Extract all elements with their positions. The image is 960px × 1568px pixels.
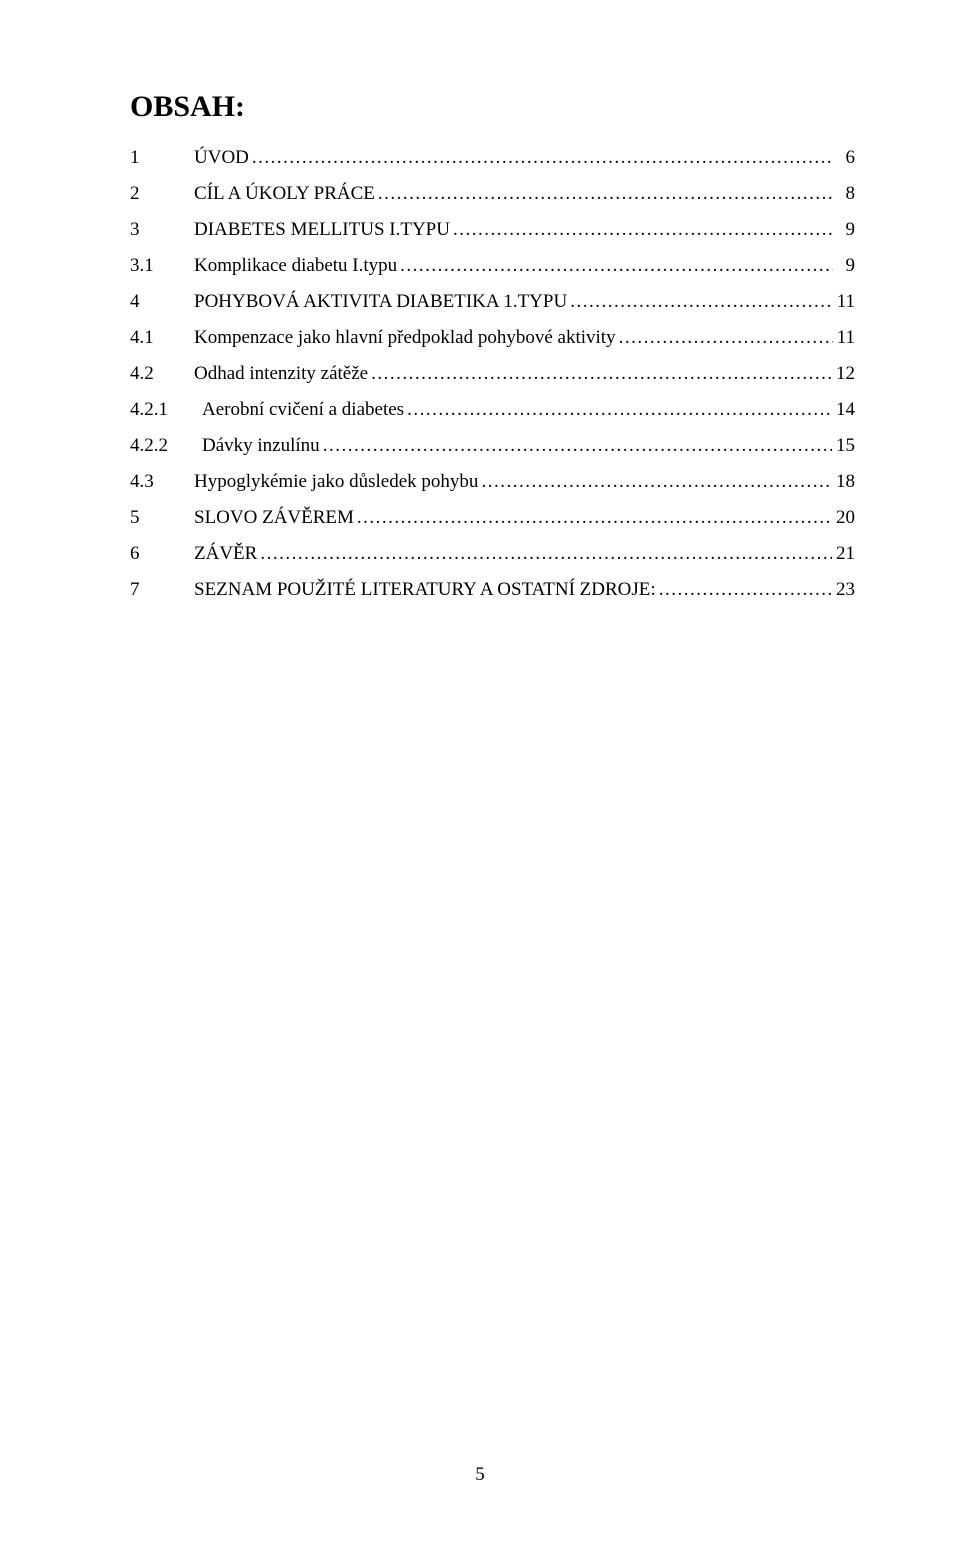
toc-entry-page: 23 <box>832 580 855 599</box>
toc-entry: 4.1Kompenzace jako hlavní předpoklad poh… <box>130 328 855 347</box>
toc-entry-text: SLOVO ZÁVĚREM <box>194 508 354 527</box>
toc-entry-number: 4 <box>130 292 194 311</box>
toc-entry-page: 9 <box>833 256 855 275</box>
toc-leader-dots <box>375 184 833 203</box>
toc-entry-page: 12 <box>832 364 855 383</box>
toc-entry-text: Dávky inzulínu <box>202 436 320 455</box>
toc-entry: 4.2.2Dávky inzulínu 15 <box>130 436 855 455</box>
footer-page-number: 5 <box>0 1464 960 1486</box>
toc-entry: 6ZÁVĚR 21 <box>130 544 855 563</box>
toc-entry-page: 21 <box>832 544 855 563</box>
toc-entry-page: 15 <box>832 436 855 455</box>
toc-leader-dots <box>404 400 832 419</box>
toc-entry-page: 14 <box>832 400 855 419</box>
toc-leader-dots <box>368 364 832 383</box>
toc-leader-dots <box>567 292 833 311</box>
toc-entry: 3.1Komplikace diabetu I.typu 9 <box>130 256 855 275</box>
toc-entry: 7SEZNAM POUŽITÉ LITERATURY A OSTATNÍ ZDR… <box>130 580 855 599</box>
toc-entry: 2CÍL A ÚKOLY PRÁCE 8 <box>130 184 855 203</box>
toc-leader-dots <box>354 508 832 527</box>
toc-leader-dots <box>257 544 832 563</box>
toc-leader-dots <box>478 472 832 491</box>
toc-entry-number: 3.1 <box>130 256 194 275</box>
toc-entry-text: CÍL A ÚKOLY PRÁCE <box>194 184 375 203</box>
toc-entry-number: 4.2.1 <box>130 400 202 419</box>
toc-entry-text: Kompenzace jako hlavní předpoklad pohybo… <box>194 328 616 347</box>
toc-entry-number: 4.2 <box>130 364 194 383</box>
toc-entry-number: 4.1 <box>130 328 194 347</box>
toc-entry-page: 18 <box>832 472 855 491</box>
toc-entry-page: 6 <box>833 148 855 167</box>
toc-entry-page: 8 <box>833 184 855 203</box>
toc-entry-number: 4.2.2 <box>130 436 202 455</box>
toc-leader-dots <box>397 256 833 275</box>
toc-entry-number: 1 <box>130 148 194 167</box>
toc-entry-text: Odhad intenzity zátěže <box>194 364 368 383</box>
toc-leader-dots <box>450 220 833 239</box>
toc-leader-dots <box>656 580 832 599</box>
toc-leader-dots <box>249 148 833 167</box>
toc-entry-text: DIABETES MELLITUS I.TYPU <box>194 220 450 239</box>
toc-entry-number: 7 <box>130 580 194 599</box>
toc-entry: 4.2.1Aerobní cvičení a diabetes 14 <box>130 400 855 419</box>
toc-entry-text: Hypoglykémie jako důsledek pohybu <box>194 472 478 491</box>
toc-entry: 4POHYBOVÁ AKTIVITA DIABETIKA 1.TYPU 11 <box>130 292 855 311</box>
toc-entry-number: 2 <box>130 184 194 203</box>
toc-entry: 4.3Hypoglykémie jako důsledek pohybu 18 <box>130 472 855 491</box>
toc-entry-number: 6 <box>130 544 194 563</box>
toc-entry-text: Aerobní cvičení a diabetes <box>202 400 404 419</box>
toc-entry: 4.2Odhad intenzity zátěže 12 <box>130 364 855 383</box>
toc-entry: 1ÚVOD 6 <box>130 148 855 167</box>
toc-entry-number: 4.3 <box>130 472 194 491</box>
toc-entry-number: 3 <box>130 220 194 239</box>
toc-entry-text: Komplikace diabetu I.typu <box>194 256 397 275</box>
toc-entry: 3DIABETES MELLITUS I.TYPU 9 <box>130 220 855 239</box>
toc-entry-page: 9 <box>833 220 855 239</box>
toc-entry-text: SEZNAM POUŽITÉ LITERATURY A OSTATNÍ ZDRO… <box>194 580 656 599</box>
toc-entry: 5SLOVO ZÁVĚREM 20 <box>130 508 855 527</box>
toc-entry-page: 11 <box>833 292 855 311</box>
toc-entry-page: 11 <box>833 328 855 347</box>
toc-entry-text: ZÁVĚR <box>194 544 257 563</box>
table-of-contents: 1ÚVOD 6 2CÍL A ÚKOLY PRÁCE 8 3DIABETES MELLI… <box>130 148 855 599</box>
toc-entry-text: POHYBOVÁ AKTIVITA DIABETIKA 1.TYPU <box>194 292 567 311</box>
toc-entry-text: ÚVOD <box>194 148 249 167</box>
toc-entry-page: 20 <box>832 508 855 527</box>
toc-entry-number: 5 <box>130 508 194 527</box>
toc-leader-dots <box>320 436 832 455</box>
page-title: OBSAH: <box>130 90 855 124</box>
toc-leader-dots <box>616 328 833 347</box>
